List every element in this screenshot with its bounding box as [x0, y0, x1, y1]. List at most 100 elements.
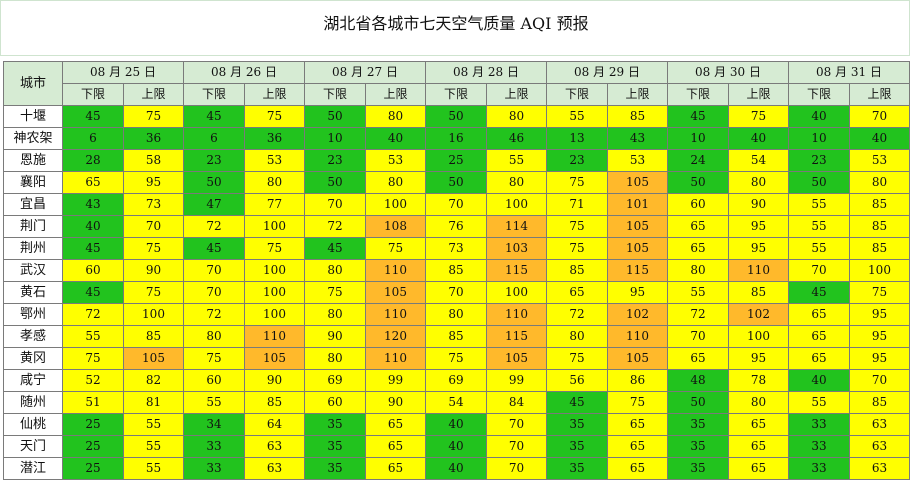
- aqi-low-cell: 52: [62, 369, 124, 392]
- aqi-low-cell: 40: [425, 457, 487, 480]
- aqi-low-cell: 48: [667, 369, 729, 392]
- aqi-high-cell: 65: [607, 413, 668, 436]
- table-row: 襄阳 65 95 50 80 50 80 50 80 75 105 50 80 50 80: [3, 171, 910, 194]
- aqi-low-cell: 47: [183, 193, 245, 216]
- aqi-low-cell: 40: [62, 215, 124, 238]
- aqi-high-cell: 65: [728, 413, 789, 436]
- aqi-low-cell: 85: [425, 325, 487, 348]
- aqi-low-cell: 51: [62, 391, 124, 414]
- aqi-high-cell: 105: [607, 171, 668, 194]
- table-row: 仙桃 25 55 34 64 35 65 40 70 35 65 35 65 33 63: [3, 413, 910, 436]
- high-limit-header: 上限: [607, 83, 668, 106]
- aqi-low-cell: 80: [304, 303, 366, 326]
- aqi-high-cell: 110: [365, 347, 426, 370]
- aqi-low-cell: 35: [304, 413, 366, 436]
- high-limit-header: 上限: [244, 83, 305, 106]
- low-limit-header: 下限: [667, 83, 729, 106]
- date-header: 08 月 28 日: [425, 61, 547, 84]
- aqi-high-cell: 110: [365, 303, 426, 326]
- aqi-high-cell: 80: [849, 171, 910, 194]
- aqi-low-cell: 55: [667, 281, 729, 304]
- aqi-high-cell: 85: [849, 215, 910, 238]
- aqi-low-cell: 72: [546, 303, 608, 326]
- aqi-high-cell: 63: [244, 435, 305, 458]
- city-name: 仙桃: [3, 413, 63, 436]
- aqi-low-cell: 70: [667, 325, 729, 348]
- aqi-high-cell: 40: [365, 127, 426, 150]
- aqi-low-cell: 65: [788, 325, 850, 348]
- aqi-low-cell: 33: [788, 457, 850, 480]
- aqi-low-cell: 10: [667, 127, 729, 150]
- aqi-high-cell: 100: [728, 325, 789, 348]
- title-bar: [0, 0, 910, 56]
- aqi-high-cell: 80: [728, 391, 789, 414]
- aqi-low-cell: 75: [62, 347, 124, 370]
- city-name: 恩施: [3, 149, 63, 172]
- aqi-high-cell: 75: [123, 237, 184, 260]
- aqi-high-cell: 78: [728, 369, 789, 392]
- aqi-high-cell: 63: [849, 413, 910, 436]
- aqi-high-cell: 105: [607, 347, 668, 370]
- aqi-high-cell: 53: [849, 149, 910, 172]
- city-name: 荆门: [3, 215, 63, 238]
- aqi-high-cell: 95: [849, 325, 910, 348]
- aqi-low-cell: 50: [183, 171, 245, 194]
- aqi-high-cell: 75: [244, 105, 305, 128]
- aqi-high-cell: 103: [486, 237, 547, 260]
- aqi-high-cell: 55: [123, 457, 184, 480]
- aqi-high-cell: 36: [123, 127, 184, 150]
- aqi-high-cell: 108: [365, 215, 426, 238]
- aqi-high-cell: 100: [244, 215, 305, 238]
- aqi-low-cell: 23: [183, 149, 245, 172]
- aqi-high-cell: 115: [486, 259, 547, 282]
- aqi-high-cell: 95: [728, 347, 789, 370]
- aqi-low-cell: 54: [425, 391, 487, 414]
- aqi-low-cell: 60: [667, 193, 729, 216]
- table-row: 鄂州 72 100 72 100 80 110 80 110 72 102 72 102 65 95: [3, 303, 910, 326]
- aqi-low-cell: 80: [425, 303, 487, 326]
- aqi-low-cell: 70: [425, 281, 487, 304]
- aqi-high-cell: 65: [365, 457, 426, 480]
- aqi-high-cell: 102: [607, 303, 668, 326]
- aqi-low-cell: 72: [62, 303, 124, 326]
- aqi-high-cell: 85: [607, 105, 668, 128]
- aqi-high-cell: 95: [849, 347, 910, 370]
- aqi-high-cell: 80: [365, 171, 426, 194]
- aqi-low-cell: 45: [546, 391, 608, 414]
- aqi-low-cell: 75: [546, 237, 608, 260]
- high-limit-header: 上限: [123, 83, 184, 106]
- aqi-low-cell: 50: [304, 171, 366, 194]
- city-name: 黄石: [3, 281, 63, 304]
- aqi-low-cell: 45: [62, 237, 124, 260]
- date-header: 08 月 31 日: [788, 61, 910, 84]
- table-row: 恩施 28 58 23 53 23 53 25 55 23 53 24 54 23 53: [3, 149, 910, 172]
- aqi-high-cell: 40: [728, 127, 789, 150]
- aqi-high-cell: 114: [486, 215, 547, 238]
- aqi-low-cell: 80: [183, 325, 245, 348]
- city-name: 咸宁: [3, 369, 63, 392]
- aqi-high-cell: 73: [123, 193, 184, 216]
- aqi-low-cell: 90: [304, 325, 366, 348]
- aqi-low-cell: 55: [788, 215, 850, 238]
- aqi-low-cell: 33: [788, 413, 850, 436]
- city-name: 十堰: [3, 105, 63, 128]
- aqi-low-cell: 45: [183, 105, 245, 128]
- aqi-low-cell: 6: [183, 127, 245, 150]
- aqi-low-cell: 50: [425, 171, 487, 194]
- city-name: 黄冈: [3, 347, 63, 370]
- city-name: 宜昌: [3, 193, 63, 216]
- aqi-high-cell: 105: [244, 347, 305, 370]
- aqi-low-cell: 55: [62, 325, 124, 348]
- aqi-high-cell: 100: [486, 193, 547, 216]
- aqi-high-cell: 100: [365, 193, 426, 216]
- aqi-low-cell: 55: [183, 391, 245, 414]
- city-name: 潜江: [3, 457, 63, 480]
- low-limit-header: 下限: [788, 83, 850, 106]
- aqi-high-cell: 110: [607, 325, 668, 348]
- aqi-high-cell: 105: [365, 281, 426, 304]
- city-name: 孝感: [3, 325, 63, 348]
- aqi-high-cell: 55: [123, 435, 184, 458]
- aqi-high-cell: 70: [123, 215, 184, 238]
- aqi-high-cell: 110: [244, 325, 305, 348]
- aqi-low-cell: 50: [304, 105, 366, 128]
